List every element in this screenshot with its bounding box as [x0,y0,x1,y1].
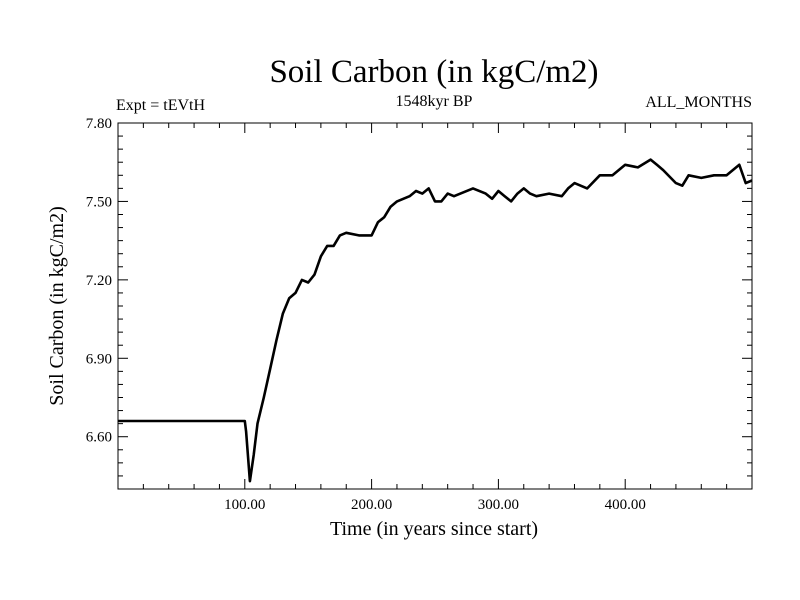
y-axis-label: Soil Carbon (in kgC/m2) [46,206,68,405]
x-tick-label: 300.00 [478,497,519,513]
plot-frame [117,122,753,490]
subtitle-experiment: Expt = tEVtH [116,97,205,114]
y-tick-label: 6.60 [86,430,112,446]
y-tick-label: 7.80 [86,116,112,132]
y-tick-label: 7.20 [86,273,112,289]
subtitle-months: ALL_MONTHS [645,94,752,111]
series-line [118,158,753,483]
y-tick-label: 7.50 [86,194,112,210]
chart-title: Soil Carbon (in kgC/m2) [269,54,598,90]
subtitle-period: 1548kyr BP [396,93,473,110]
x-tick-label: 200.00 [351,497,392,513]
x-axis-label: Time (in years since start) [330,518,538,540]
y-tick-label: 6.90 [86,351,112,367]
plot-area: 100.00 200.00 300.00 400.00 6.60 6.90 7.20 7.50… [86,116,753,513]
x-tick-label: 100.00 [224,497,265,513]
x-tick-label: 400.00 [605,497,646,513]
